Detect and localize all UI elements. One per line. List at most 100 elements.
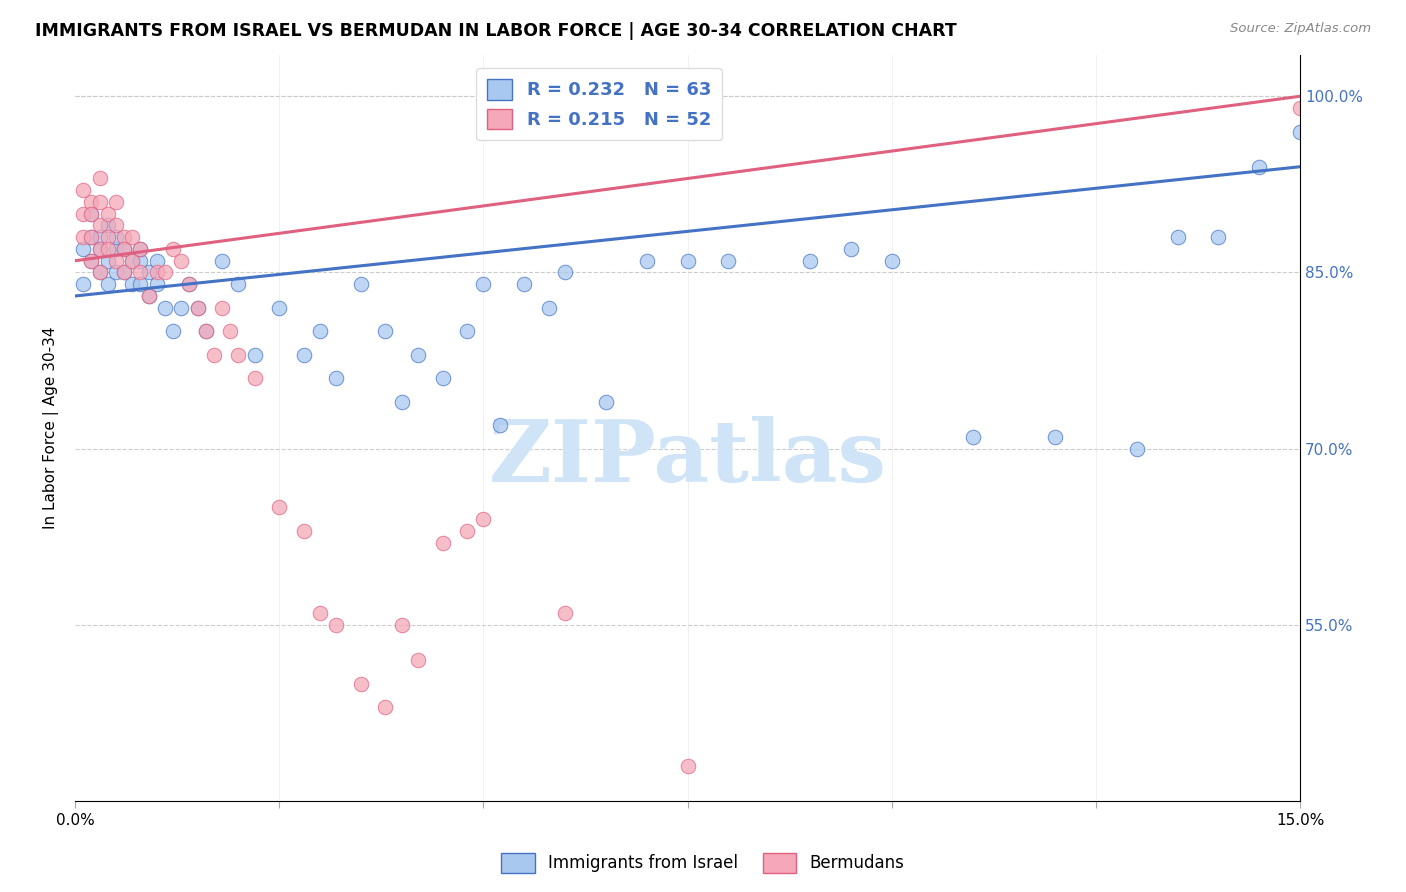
Point <box>80 230 103 244</box>
Point <box>194 324 217 338</box>
Point <box>129 253 152 268</box>
Point <box>121 253 143 268</box>
Point <box>121 230 143 244</box>
Legend: R = 0.232   N = 63, R = 0.215   N = 52: R = 0.232 N = 63, R = 0.215 N = 52 <box>477 68 721 140</box>
Point <box>292 348 315 362</box>
Point <box>80 230 103 244</box>
Point <box>472 512 495 526</box>
Point <box>456 524 478 538</box>
Point <box>391 618 413 632</box>
Point <box>676 253 699 268</box>
Point <box>211 301 233 315</box>
Point <box>292 524 315 538</box>
Point <box>350 676 373 690</box>
Point <box>153 265 176 279</box>
Point <box>89 242 111 256</box>
Point <box>80 253 103 268</box>
Point <box>269 301 291 315</box>
Text: ZIPatlas: ZIPatlas <box>488 416 887 500</box>
Point <box>97 207 120 221</box>
Point <box>880 253 903 268</box>
Point <box>1289 124 1312 138</box>
Point <box>187 301 209 315</box>
Point <box>129 277 152 292</box>
Point <box>170 301 193 315</box>
Point <box>170 253 193 268</box>
Point <box>456 324 478 338</box>
Point <box>962 430 984 444</box>
Point <box>97 277 120 292</box>
Point <box>97 230 120 244</box>
Point <box>89 219 111 233</box>
Point <box>179 277 201 292</box>
Point <box>121 253 143 268</box>
Point <box>89 265 111 279</box>
Point <box>799 253 821 268</box>
Point <box>80 207 103 221</box>
Point <box>104 242 127 256</box>
Point <box>97 219 120 233</box>
Point <box>1043 430 1066 444</box>
Point <box>717 253 740 268</box>
Point <box>391 394 413 409</box>
Point <box>145 253 167 268</box>
Point <box>219 324 242 338</box>
Point <box>472 277 495 292</box>
Point <box>104 194 127 209</box>
Point <box>97 253 120 268</box>
Point <box>80 207 103 221</box>
Point <box>194 324 217 338</box>
Point <box>211 253 233 268</box>
Point <box>202 348 225 362</box>
Point <box>112 242 135 256</box>
Point <box>104 265 127 279</box>
Point <box>1289 101 1312 115</box>
Text: Source: ZipAtlas.com: Source: ZipAtlas.com <box>1230 22 1371 36</box>
Point <box>1167 230 1189 244</box>
Point <box>432 371 454 385</box>
Point <box>513 277 536 292</box>
Point <box>72 277 94 292</box>
Point <box>104 219 127 233</box>
Point <box>488 418 510 433</box>
Point <box>112 265 135 279</box>
Point <box>243 348 266 362</box>
Point <box>112 265 135 279</box>
Point <box>243 371 266 385</box>
Point <box>72 183 94 197</box>
Point <box>187 301 209 315</box>
Point <box>153 301 176 315</box>
Text: IMMIGRANTS FROM ISRAEL VS BERMUDAN IN LABOR FORCE | AGE 30-34 CORRELATION CHART: IMMIGRANTS FROM ISRAEL VS BERMUDAN IN LA… <box>35 22 957 40</box>
Point <box>228 277 250 292</box>
Legend: Immigrants from Israel, Bermudans: Immigrants from Israel, Bermudans <box>495 847 911 880</box>
Point <box>129 242 152 256</box>
Point <box>406 348 429 362</box>
Point <box>374 324 396 338</box>
Point <box>112 230 135 244</box>
Point <box>89 230 111 244</box>
Point <box>138 265 160 279</box>
Point <box>179 277 201 292</box>
Point <box>228 348 250 362</box>
Point <box>636 253 658 268</box>
Point <box>309 606 332 620</box>
Point <box>89 265 111 279</box>
Point <box>80 194 103 209</box>
Point <box>1208 230 1230 244</box>
Point <box>89 242 111 256</box>
Point <box>138 289 160 303</box>
Point <box>269 500 291 515</box>
Point <box>89 194 111 209</box>
Point <box>432 535 454 549</box>
Point <box>309 324 332 338</box>
Point <box>1249 160 1271 174</box>
Point <box>595 394 617 409</box>
Point <box>162 324 184 338</box>
Point <box>537 301 560 315</box>
Point <box>72 230 94 244</box>
Point <box>145 265 167 279</box>
Point <box>350 277 373 292</box>
Point <box>325 371 347 385</box>
Point <box>97 242 120 256</box>
Point <box>374 700 396 714</box>
